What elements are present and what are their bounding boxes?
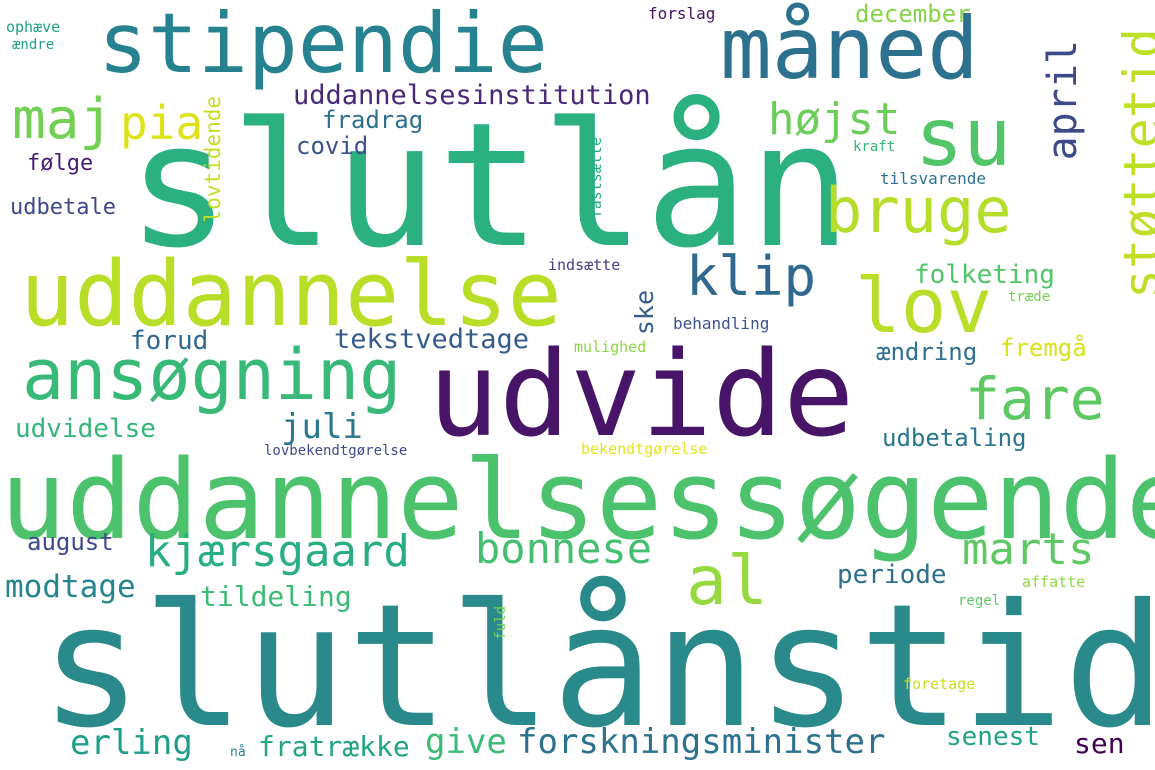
word-regel: regel: [958, 593, 1001, 609]
word-marts: marts: [962, 524, 1095, 575]
word-tildeling: tildeling: [200, 580, 352, 613]
word-fratraekke: fratrække: [258, 730, 410, 763]
word-al: al: [686, 542, 768, 621]
word-give: give: [425, 722, 507, 762]
word-indsaette: indsætte: [548, 256, 621, 274]
word-periode: periode: [837, 560, 947, 590]
word-aendre: ændre: [12, 37, 55, 53]
word-forslag: forslag: [648, 4, 716, 23]
word-tilsvarende: tilsvarende: [880, 169, 986, 188]
word-slutlan: slutlån: [127, 85, 852, 286]
word-uddannelsessogende: uddannelsessøgende: [0, 436, 1155, 564]
word-affatte: affatte: [1022, 573, 1086, 591]
word-mulighed: mulighed: [574, 338, 647, 356]
word-folge: følge: [27, 151, 94, 176]
word-uddannelse: uddannelse: [20, 242, 562, 347]
word-behandling: behandling: [673, 314, 770, 333]
word-maj: maj: [12, 87, 114, 152]
word-bekendtgorelse: bekendtgørelse: [581, 440, 708, 458]
word-fuld: fuld: [493, 606, 509, 640]
word-senest: senest: [946, 722, 1040, 752]
word-ophaeve: ophæve: [6, 18, 61, 36]
word-uddannelsesinstitution: uddannelsesinstitution: [293, 80, 651, 111]
word-na: nå: [230, 745, 246, 760]
word-hojst: højst: [768, 94, 901, 145]
word-kjaersgaard: kjærsgaard: [145, 526, 410, 577]
word-august: august: [27, 528, 114, 556]
word-udvide: udvide: [428, 325, 855, 463]
word-folketing: folketing: [914, 260, 1055, 290]
word-lovtidende: lovtidende: [201, 96, 225, 223]
word-foretage: foretage: [903, 675, 976, 693]
word-tekstvedtage: tekstvedtage: [334, 324, 530, 355]
word-traede: træde: [1008, 289, 1051, 305]
word-erling: erling: [70, 723, 193, 763]
word-kraft: kraft: [853, 139, 896, 155]
word-lovbekendtgorelse: lovbekendtgørelse: [264, 443, 408, 459]
word-fradrag: fradrag: [322, 106, 424, 134]
word-december: december: [855, 0, 971, 28]
word-modtage: modtage: [5, 569, 136, 605]
word-ske: ske: [630, 290, 659, 336]
word-april: april: [1040, 40, 1086, 161]
word-bonnese: bonnese: [475, 524, 653, 573]
word-klip: klip: [686, 245, 817, 308]
word-udvidelse: udvidelse: [15, 414, 156, 444]
word-fastsaette: fastsætte: [587, 137, 605, 219]
word-juli: juli: [281, 407, 363, 447]
word-stipendie: stipendie: [98, 0, 548, 92]
word-maned: måned: [720, 0, 979, 99]
word-udbetaling: udbetaling: [882, 424, 1027, 452]
word-fremga: fremgå: [1000, 334, 1087, 362]
word-covid: covid: [296, 132, 369, 160]
word-su: su: [915, 91, 1012, 184]
word-aendring: ændring: [876, 338, 978, 366]
word-pia: pia: [120, 96, 204, 150]
word-forskningsminister: forskningsminister: [517, 722, 886, 762]
word-slutlanstid: slutlånstid: [40, 568, 1155, 766]
word-bruge: bruge: [825, 174, 1012, 247]
word-ansogning: ansøgning: [22, 334, 402, 416]
word-udbetale: udbetale: [10, 195, 116, 220]
word-sen: sen: [1074, 727, 1125, 760]
word-stottetid: støttetid: [1113, 28, 1155, 299]
word-forud: forud: [130, 326, 209, 356]
word-lov: lov: [855, 261, 993, 350]
word-fare: fare: [965, 365, 1105, 433]
